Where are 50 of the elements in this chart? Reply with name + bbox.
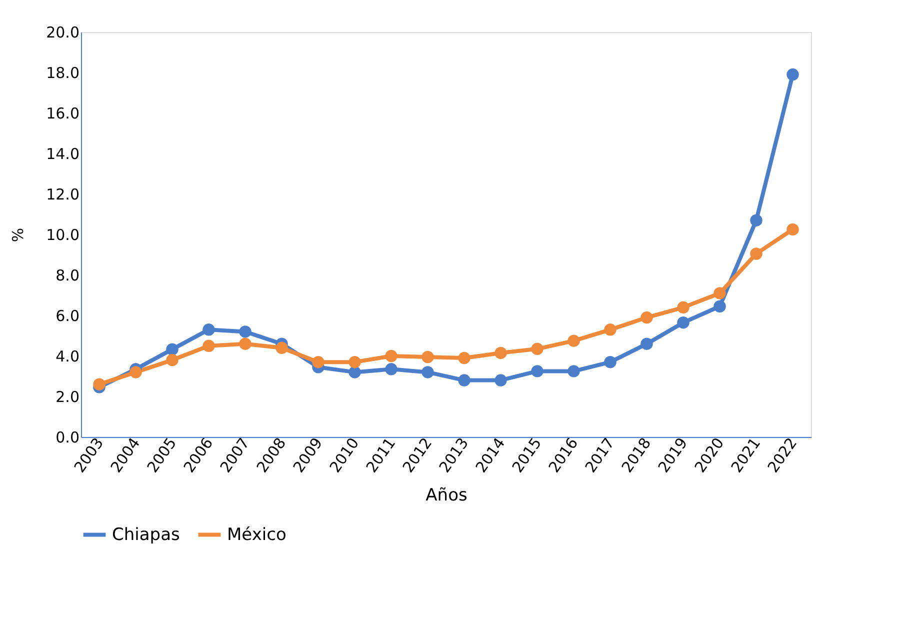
point (276, 342, 288, 354)
point (422, 366, 434, 378)
x-axis-title: Años (426, 485, 468, 506)
point (422, 350, 434, 364)
point (750, 214, 762, 226)
point (714, 300, 726, 312)
point (312, 356, 324, 368)
point (385, 350, 398, 362)
point (348, 356, 361, 368)
point (786, 223, 799, 236)
point (714, 287, 726, 300)
point (531, 342, 544, 356)
y-axis-title: % (9, 228, 28, 242)
point (239, 338, 252, 350)
point (494, 346, 507, 360)
point (93, 378, 106, 390)
y-tick-label: 20.0 (46, 24, 80, 42)
point (604, 356, 616, 368)
y-tick-label: 10.0 (46, 226, 80, 244)
point (568, 334, 580, 347)
point (677, 301, 690, 314)
point (750, 248, 762, 260)
y-tick-label: 14.0 (46, 145, 80, 163)
point (458, 374, 470, 386)
point (385, 363, 398, 376)
point (494, 374, 507, 386)
point (458, 352, 470, 364)
point (640, 338, 653, 350)
point (568, 365, 580, 378)
y-tick-label: 12.0 (46, 186, 80, 204)
point (604, 324, 616, 336)
point (348, 366, 361, 378)
y-tick-label: 6.0 (56, 307, 80, 325)
legend-label: Chiapas (112, 524, 180, 545)
legend-label: México (227, 524, 286, 545)
y-tick-label: 2.0 (56, 388, 80, 406)
y-tick-label: 4.0 (56, 348, 80, 366)
point (531, 365, 544, 378)
point (130, 366, 142, 378)
y-tick-label: 18.0 (46, 64, 80, 82)
y-tick-label: 8.0 (56, 266, 80, 284)
point (202, 340, 215, 352)
point (166, 354, 178, 366)
point (239, 326, 252, 338)
y-tick-label: 16.0 (46, 104, 80, 122)
point (677, 316, 690, 329)
point (640, 311, 653, 324)
point (202, 324, 215, 336)
point (786, 68, 799, 81)
point (166, 343, 178, 356)
